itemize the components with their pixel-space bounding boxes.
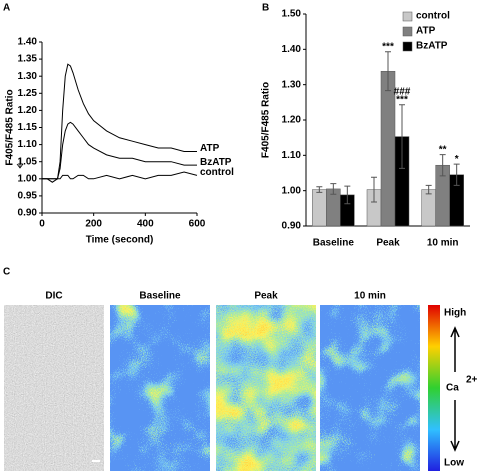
image-title: Baseline [139,291,181,302]
line-series [42,171,198,183]
y-tick-label: 1.30 [282,79,302,90]
y-tick-label: 1.10 [282,150,302,161]
y-tick-label: 0.90 [18,208,38,219]
x-tick-label: 0 [39,219,45,230]
heatmap-baseline [110,305,210,471]
bar [421,189,436,227]
panel-letter: C [3,267,10,278]
legend-swatch [402,41,413,52]
ion-charge: 2+ [466,375,478,386]
significance: ** [439,144,447,155]
colorbar-high: High [444,308,466,319]
y-tick-label: 1.20 [18,105,38,116]
error-bar [371,176,377,203]
x-tick-label: 10 min [427,238,459,249]
significance: * [455,154,459,165]
image-title: Peak [254,291,278,302]
panel-letter: B [262,3,269,14]
ion-label: Ca [446,383,459,394]
color-bar [428,305,440,471]
y-tick-label: 0.95 [18,191,38,202]
significance: *** [382,41,394,52]
error-bar [330,183,337,195]
error-bar [344,185,351,205]
image-title: DIC [45,291,62,302]
y-tick-label: 1.40 [282,44,302,55]
line-series [42,63,197,180]
y-axis-label: F405/F485 Ratio [261,82,272,158]
image-title: 10 min [354,291,386,302]
error-bar [316,186,323,193]
series-label: control [200,167,234,178]
legend-label: ATP [416,26,436,37]
error-bar [439,154,446,177]
colorbar-arrows [450,326,460,452]
scale-bar [92,460,100,462]
significance: *** [396,94,408,105]
legend-swatch [402,26,413,37]
y-tick-label: 1.40 [18,37,38,48]
x-tick-label: Baseline [313,238,355,249]
error-bar [425,184,432,195]
heatmap-10min [320,305,420,471]
y-tick-label: 1.00 [282,185,302,196]
y-tick-label: 0.90 [282,221,302,232]
legend-label: control [416,11,450,22]
panel-letter: A [3,3,10,14]
y-tick-label: 1.25 [18,88,38,99]
stimulus-arrow [16,158,24,169]
y-tick-label: 1.15 [18,122,38,133]
legend-label: BzATP [416,41,448,52]
x-tick-label: 400 [137,219,154,230]
error-bar [453,163,460,186]
error-bar [399,104,405,169]
x-tick-label: 200 [85,219,102,230]
legend-swatch [402,11,413,22]
series-label: BzATP [200,157,232,168]
x-tick-label: 600 [189,219,206,230]
y-tick-label: 1.50 [282,9,302,20]
y-tick-label: 1.00 [18,173,38,184]
x-axis-label: Time (second) [86,235,154,246]
y-tick-label: 1.05 [18,156,38,167]
error-bar [385,51,391,92]
y-axis-label: F405/F485 Ratio [5,89,16,165]
x-tick-label: Peak [376,238,400,249]
series-label: ATP [200,143,220,154]
y-tick-label: 1.10 [18,139,38,150]
dic-image [4,305,104,471]
heatmap-peak [216,305,316,471]
line-series [42,121,197,180]
bar [312,189,327,227]
y-tick-label: 1.30 [18,71,38,82]
significance: ### [394,86,411,97]
y-tick-label: 1.35 [18,54,38,65]
y-tick-label: 1.20 [282,115,302,126]
colorbar-low: Low [444,458,464,469]
